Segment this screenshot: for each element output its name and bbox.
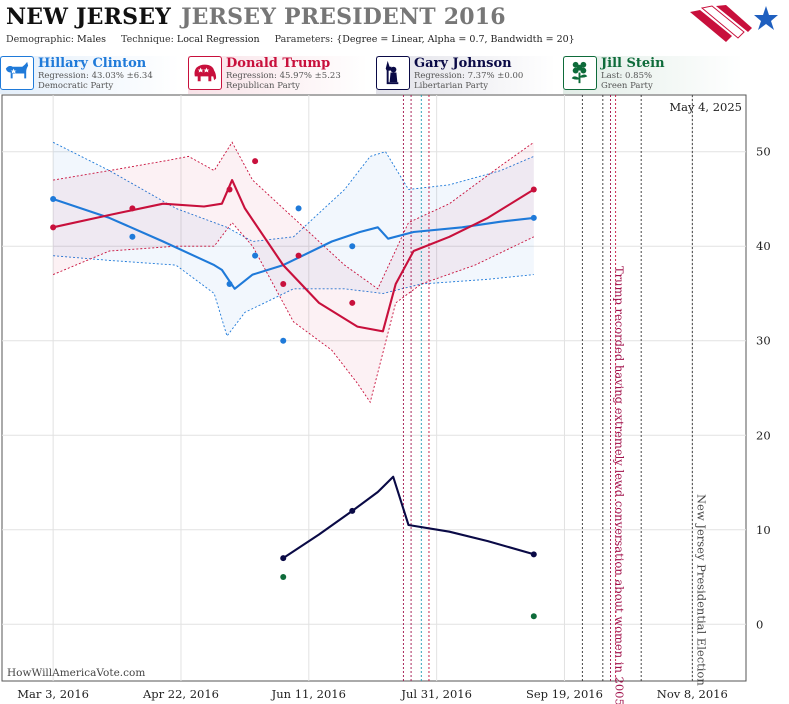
annotation-label: New Jersey Presidential Election (694, 494, 708, 686)
data-point (295, 252, 302, 259)
data-point (349, 507, 356, 514)
flower-icon (563, 56, 597, 90)
x-tick-label: Sep 19, 2016 (526, 687, 603, 701)
data-point (226, 281, 233, 288)
technique-label: Technique: (121, 34, 174, 45)
trend-line (282, 475, 535, 559)
data-point (280, 574, 287, 581)
parameters-label: Parameters: (274, 34, 334, 45)
candidate-card-stein: Jill Stein Last: 0.85% Green Party (563, 56, 748, 94)
confidence-band (53, 142, 534, 336)
date-label: May 4, 2025 (669, 100, 742, 114)
candidate-stat: Regression: 43.03% ±6.34 (38, 71, 153, 81)
donkey-icon (0, 56, 34, 90)
data-point (280, 281, 287, 288)
y-tick-label: 30 (756, 334, 771, 348)
data-point (50, 195, 57, 202)
data-point (530, 551, 537, 558)
data-point (530, 186, 537, 193)
elephant-icon (188, 56, 222, 90)
upper-bound-line (52, 141, 534, 242)
candidate-party: Democratic Party (38, 81, 114, 91)
candidate-stat: Last: 0.85% (601, 71, 653, 81)
y-tick-label: 0 (756, 617, 763, 631)
candidate-name: Donald Trump (226, 56, 331, 71)
chart-header: NEW JERSEY JERSEY PRESIDENT 2016 Demograp… (0, 0, 789, 88)
data-point (530, 613, 537, 620)
y-tick-label: 20 (756, 428, 771, 442)
candidate-stat: Regression: 7.37% ±0.00 (414, 71, 524, 81)
candidate-card-johnson: Gary Johnson Regression: 7.37% ±0.00 Lib… (376, 56, 561, 94)
candidate-name: Gary Johnson (414, 56, 512, 71)
x-tick-label: Nov 8, 2016 (657, 687, 728, 701)
lower-bound-line (52, 221, 534, 404)
data-point (530, 214, 537, 221)
trend-line (52, 198, 534, 290)
candidate-name: Jill Stein (601, 56, 665, 71)
y-tick-label: 40 (756, 239, 771, 253)
watermark: HowWillAmericaVote.com (7, 667, 145, 679)
technique-value: Local Regression (176, 34, 260, 45)
trend-line (52, 179, 535, 333)
star-icon (754, 6, 778, 30)
state-title: NEW JERSEY (6, 4, 172, 30)
candidate-legend: Hillary Clinton Regression: 43.03% ±6.34… (0, 54, 789, 94)
data-point (226, 186, 233, 193)
candidate-name: Hillary Clinton (38, 56, 147, 71)
x-tick-label: Jun 11, 2016 (271, 687, 346, 701)
data-point (295, 205, 302, 212)
candidate-stat: Regression: 45.97% ±5.23 (226, 71, 341, 81)
statue-of-liberty-icon (376, 56, 410, 90)
y-tick-label: 50 (756, 145, 771, 159)
annotation-label: Trump recorded having extremely lewd con… (612, 266, 626, 704)
data-point (252, 158, 259, 165)
plot-area (1, 94, 747, 682)
data-point (129, 205, 136, 212)
x-tick-label: Apr 22, 2016 (142, 687, 219, 701)
lower-bound-line (53, 255, 534, 337)
race-title: JERSEY PRESIDENT 2016 (181, 4, 506, 30)
candidate-card-clinton: Hillary Clinton Regression: 43.03% ±6.34… (0, 56, 185, 94)
data-point (280, 555, 287, 562)
demographic-value: Males (77, 34, 106, 45)
site-logo (690, 5, 778, 42)
x-tick-label: Jul 31, 2016 (400, 687, 472, 701)
data-point (280, 337, 287, 344)
data-point (50, 224, 57, 231)
x-tick-label: Mar 3, 2016 (17, 687, 89, 701)
candidate-card-trump: Donald Trump Regression: 45.97% ±5.23 Re… (188, 56, 373, 94)
candidate-party: Republican Party (226, 81, 300, 91)
demographic-label: Demographic: (6, 34, 75, 45)
data-point (349, 243, 356, 250)
candidate-party: Green Party (601, 81, 653, 91)
y-tick-label: 10 (756, 523, 771, 537)
candidate-party: Libertarian Party (414, 81, 489, 91)
parameters-line: Demographic: Males Technique: Local Regr… (6, 34, 575, 45)
parameters-value: {Degree = Linear, Alpha = 0.7, Bandwidth… (336, 34, 575, 45)
data-point (129, 233, 136, 240)
data-point (349, 299, 356, 306)
data-point (252, 252, 259, 259)
page-title: NEW JERSEY JERSEY PRESIDENT 2016 (6, 4, 506, 30)
confidence-band (53, 142, 534, 403)
